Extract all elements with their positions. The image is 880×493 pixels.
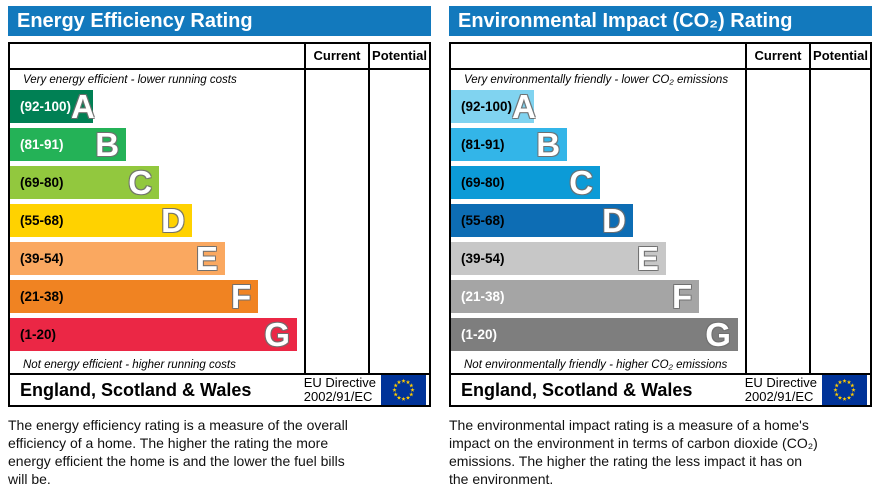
band-range-label: (92-100)	[461, 99, 513, 114]
bottom-note: Not energy efficient - higher running co…	[23, 359, 236, 371]
table-corner-cell	[10, 44, 304, 70]
band-bar-A: (92-100) A	[10, 88, 95, 125]
panel-energy-efficiency: Energy Efficiency Rating Current Potenti…	[8, 6, 431, 489]
band-row-F: (21-38) F	[10, 280, 304, 313]
band-row-A: (92-100) A	[451, 90, 745, 123]
band-letter: A	[71, 88, 95, 125]
potential-value-cell	[368, 70, 429, 373]
band-letter: C	[569, 164, 594, 201]
band-letter: A	[512, 88, 536, 125]
band-bar-C: (69-80) C	[10, 164, 160, 201]
table-corner-cell	[451, 44, 745, 70]
rating-bands: (92-100) A (81-91) B (69-80) C (55-68) D (39-54)…	[10, 90, 304, 351]
eu-directive-line1: EU Directive	[303, 374, 376, 390]
band-letter: B	[536, 126, 561, 163]
band-bar-G: (1-20) G	[451, 318, 738, 351]
current-value-cell	[304, 70, 368, 373]
rating-bands: (92-100) A (81-91) B (69-80) C (55-68) D (39-54)…	[451, 90, 745, 351]
column-header-potential: Potential	[368, 44, 429, 70]
region-label: England, Scotland & Wales	[20, 379, 252, 400]
co2-rating-table: Current Potential Very environmentally f…	[449, 42, 872, 375]
band-bar-D: (55-68) D	[451, 204, 633, 237]
band-bar-B: (81-91) B	[10, 126, 127, 163]
band-range-label: (39-54)	[20, 251, 64, 266]
top-note: Very energy efficient - lower running co…	[23, 74, 237, 86]
band-bar-F: (21-38) F	[451, 278, 700, 315]
band-letter: E	[195, 240, 218, 277]
current-value-cell	[745, 70, 809, 373]
band-letter: G	[705, 316, 731, 353]
band-bar-C: (69-80) C	[451, 164, 601, 201]
eu-directive-line2: 2002/91/EC	[744, 389, 814, 404]
eu-flag-icon	[822, 375, 867, 405]
band-letter: B	[95, 126, 120, 163]
region-label: England, Scotland & Wales	[461, 379, 693, 400]
band-range-label: (55-68)	[461, 213, 505, 228]
eu-directive-text: EU Directive 2002/91/EC	[303, 374, 376, 405]
band-row-E: (39-54) E	[10, 242, 304, 275]
epc-rating-charts: Energy Efficiency Rating Current Potenti…	[8, 6, 872, 489]
band-range-label: (39-54)	[461, 251, 505, 266]
band-row-E: (39-54) E	[451, 242, 745, 275]
environmental-impact-title: Environmental Impact (CO₂) Rating	[449, 6, 872, 36]
band-row-B: (81-91) B	[10, 128, 304, 161]
rating-scale-area: Very environmentally friendly - lower CO…	[451, 70, 745, 373]
description-text: The energy efficiency rating is a measur…	[8, 417, 348, 487]
band-row-D: (55-68) D	[451, 204, 745, 237]
band-range-label: (81-91)	[461, 137, 505, 152]
band-range-label: (69-80)	[20, 175, 64, 190]
band-row-C: (69-80) C	[10, 166, 304, 199]
bottom-note: Not environmentally friendly - higher CO…	[464, 359, 728, 371]
band-row-C: (69-80) C	[451, 166, 745, 199]
band-bar-B: (81-91) B	[451, 126, 568, 163]
band-row-G: (1-20) G	[10, 318, 304, 351]
band-row-D: (55-68) D	[10, 204, 304, 237]
column-header-current: Current	[745, 44, 809, 70]
band-row-G: (1-20) G	[451, 318, 745, 351]
band-row-F: (21-38) F	[451, 280, 745, 313]
top-note: Very environmentally friendly - lower CO…	[464, 74, 729, 86]
column-header-current: Current	[304, 44, 368, 70]
band-letter: E	[636, 240, 659, 277]
band-bar-D: (55-68) D	[10, 204, 192, 237]
band-bar-A: (92-100) A	[451, 88, 536, 125]
eu-directive-line2: 2002/91/EC	[303, 389, 373, 404]
rating-scale-area: Very energy efficient - lower running co…	[10, 70, 304, 373]
band-letter: G	[264, 316, 290, 353]
band-letter: D	[161, 202, 185, 239]
band-range-label: (92-100)	[20, 99, 72, 114]
eu-directive-line1: EU Directive	[744, 374, 817, 390]
energy-efficiency-title: Energy Efficiency Rating	[8, 6, 431, 36]
panel-footer: England, Scotland & Wales EU Directive 2…	[8, 373, 431, 407]
potential-value-cell	[809, 70, 870, 373]
band-row-B: (81-91) B	[451, 128, 745, 161]
band-range-label: (1-20)	[20, 327, 57, 342]
band-range-label: (1-20)	[461, 327, 498, 342]
band-row-A: (92-100) A	[10, 90, 304, 123]
band-bar-G: (1-20) G	[10, 318, 297, 351]
band-bar-E: (39-54) E	[451, 242, 666, 275]
band-range-label: (21-38)	[461, 289, 505, 304]
band-bar-F: (21-38) F	[10, 278, 259, 315]
band-range-label: (55-68)	[20, 213, 64, 228]
band-letter: C	[128, 164, 153, 201]
band-bar-E: (39-54) E	[10, 242, 225, 275]
band-letter: F	[230, 278, 252, 315]
band-range-label: (21-38)	[20, 289, 64, 304]
energy-rating-table: Current Potential Very energy efficient …	[8, 42, 431, 375]
eu-directive-text: EU Directive 2002/91/EC	[744, 374, 817, 405]
band-range-label: (69-80)	[461, 175, 505, 190]
panel-environmental-impact: Environmental Impact (CO₂) Rating Curren…	[449, 6, 872, 489]
band-letter: D	[602, 202, 626, 239]
column-header-potential: Potential	[809, 44, 870, 70]
eu-flag-icon	[381, 375, 426, 405]
band-range-label: (81-91)	[20, 137, 64, 152]
panel-footer: England, Scotland & Wales EU Directive 2…	[449, 373, 872, 407]
band-letter: F	[671, 278, 693, 315]
description-text: The environmental impact rating is a mea…	[449, 417, 818, 487]
